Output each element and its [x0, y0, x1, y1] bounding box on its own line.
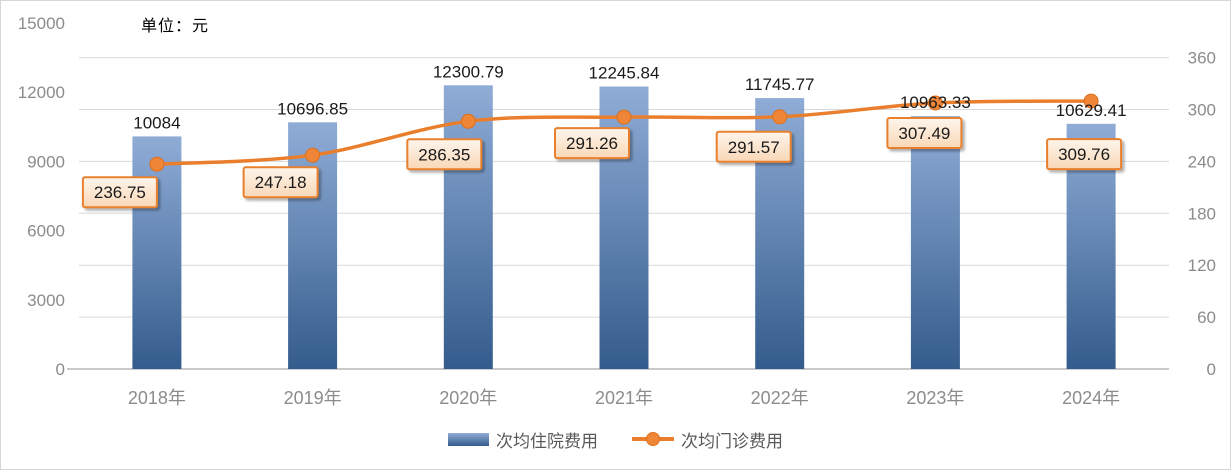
bar-value-label: 10084 [133, 113, 180, 132]
right-axis-tick: 60 [1197, 308, 1216, 327]
right-axis-tick: 0 [1207, 360, 1216, 379]
right-axis-tick: 360 [1188, 49, 1216, 68]
x-axis-label: 2024年 [1062, 388, 1120, 408]
bar-value-label: 10963.33 [900, 93, 971, 112]
legend-item-line-series: 次均门诊费用 [632, 427, 783, 452]
left-axis-tick: 3000 [27, 291, 65, 310]
x-axis-label: 2023年 [906, 388, 964, 408]
legend: 次均住院费用 次均门诊费用 [1, 425, 1230, 453]
x-axis-label: 2021年 [595, 388, 653, 408]
bar-2023年 [910, 116, 960, 369]
point-value-callout: 236.75 [81, 176, 158, 209]
right-axis-tick: 120 [1188, 256, 1216, 275]
bar-value-label: 10696.85 [277, 99, 348, 118]
right-axis-tick: 180 [1188, 204, 1216, 223]
bar-value-label: 11745.77 [745, 75, 815, 94]
x-axis-label: 2018年 [128, 388, 186, 408]
left-axis-tick: 12000 [18, 83, 65, 102]
x-axis-label: 2020年 [439, 388, 497, 408]
point-value-callout: 291.26 [554, 127, 630, 160]
svg-text:236.75: 236.75 [94, 183, 146, 202]
x-axis-label: 2019年 [284, 388, 342, 408]
left-axis-tick: 15000 [18, 14, 65, 33]
bar-value-label: 12245.84 [589, 64, 660, 83]
point-value-callout: 309.76 [1046, 138, 1123, 171]
svg-text:247.18: 247.18 [255, 173, 307, 192]
point-value-callout: 286.35 [406, 138, 483, 171]
right-axis-tick: 300 [1188, 101, 1216, 120]
line-point-2019年 [305, 147, 321, 163]
bar-series-swatch-icon [448, 432, 489, 446]
left-axis-tick: 9000 [27, 152, 65, 171]
line-point-2020年 [460, 113, 476, 129]
svg-text:286.35: 286.35 [418, 145, 470, 164]
line-point-2022年 [772, 109, 788, 125]
svg-text:291.57: 291.57 [728, 138, 780, 157]
line-series-swatch-icon [632, 432, 674, 446]
right-axis-tick: 240 [1188, 152, 1216, 171]
point-value-callout: 291.57 [715, 130, 792, 163]
svg-text:291.26: 291.26 [566, 134, 618, 153]
bar-value-label: 12300.79 [433, 62, 504, 81]
svg-text:309.76: 309.76 [1058, 145, 1110, 164]
legend-label-bar-series: 次均住院费用 [496, 431, 598, 452]
bar-2020年 [443, 85, 493, 370]
unit-label: 单位：元 [141, 18, 210, 35]
line-point-2018年 [149, 156, 165, 172]
line-point-2021年 [616, 109, 632, 125]
bar-2019年 [288, 122, 338, 369]
line-point-2023年 [927, 95, 943, 111]
bar-value-label: 10629.41 [1056, 101, 1127, 120]
left-axis-tick: 6000 [27, 222, 65, 241]
legend-label-line-series: 次均门诊费用 [681, 431, 783, 452]
legend-item-bar-series: 次均住院费用 [448, 427, 598, 452]
point-value-callout: 307.49 [886, 117, 963, 149]
line-point-2024年 [1083, 93, 1099, 109]
x-axis-label: 2022年 [751, 388, 809, 408]
bar-2018年 [132, 136, 182, 369]
svg-text:307.49: 307.49 [898, 124, 950, 143]
point-value-callout: 247.18 [242, 166, 319, 199]
left-axis-tick: 0 [56, 360, 65, 379]
